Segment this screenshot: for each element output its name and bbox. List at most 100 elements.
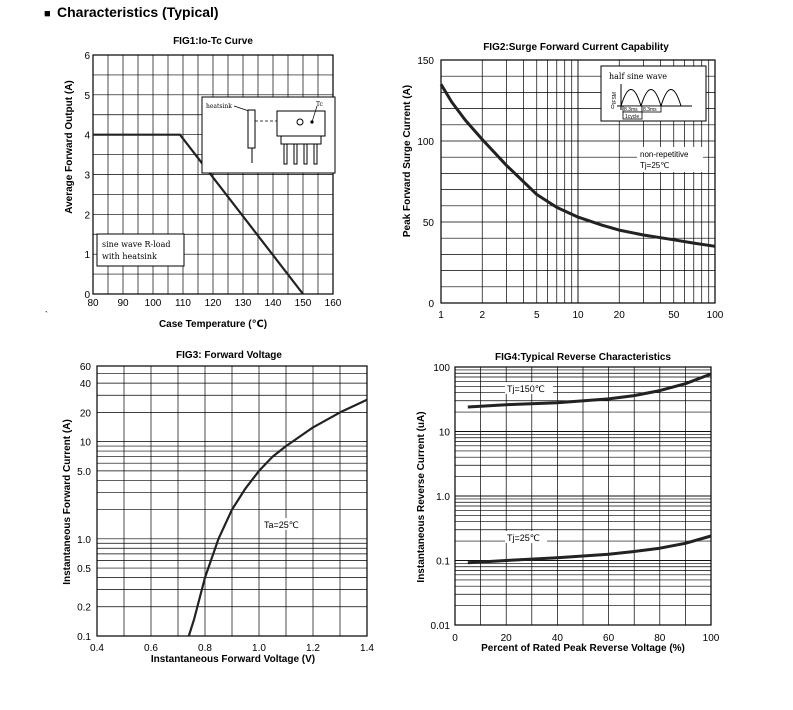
fig3-y-tick-label: 1.0 — [77, 535, 91, 546]
fig4-x-tick-label: 20 — [501, 633, 513, 644]
fig3-y-tick-label: 40 — [80, 379, 92, 390]
fig3-x-tick-label: 1.2 — [306, 643, 320, 654]
fig2-ylabel: Peak Forward Surge Current (A) — [402, 85, 413, 237]
fig1-pin-1 — [283, 143, 288, 165]
fig2-half-sine-inset: half sine wave IFSM 0 8.3ms 8.3ms 1cycle — [600, 65, 707, 122]
fig2-surge-curve — [439, 83, 716, 248]
fig4-label-25-box — [505, 531, 547, 543]
fig2-inset-period2-box — [641, 105, 662, 113]
fig2-x-tick-label: 1 — [438, 310, 444, 321]
fig2-y-tick-label: 100 — [417, 137, 434, 148]
fig3-y-tick-label: 20 — [80, 408, 92, 419]
fig1-derating-line — [93, 133, 304, 295]
fig4-series-label-150: Tj=150℃ — [507, 384, 545, 394]
fig1-y-tick-label: 0 — [84, 290, 90, 301]
fig4-x-tick-label: 0 — [452, 633, 458, 644]
fig3-plot-frame — [96, 365, 368, 637]
fig1-note-box — [96, 233, 185, 267]
fig2-inset-period2: 8.3ms — [643, 107, 657, 113]
fig1-x-tick-label: 130 — [235, 298, 252, 309]
fig3-cond-box — [262, 518, 304, 530]
fig1-x-tick-label: 100 — [145, 298, 162, 309]
fig1-x-tick-label: 140 — [265, 298, 282, 309]
fig4-series-label-25: Tj=25℃ — [507, 533, 540, 543]
fig1-series — [93, 133, 304, 295]
fig2-inset-zero: 0 — [611, 105, 615, 111]
fig1-tc-label: Tc — [316, 101, 324, 108]
fig2-x-tick-label: 100 — [707, 310, 724, 321]
fig4-y-tick-label: 10 — [439, 428, 451, 439]
fig2-x-tick-label: 50 — [668, 310, 680, 321]
fig1-plot-frame — [92, 54, 334, 295]
fig1-y-tick-label: 3 — [84, 171, 90, 182]
fig2-inset-cycle-box — [622, 111, 643, 120]
fig1-y-tick-label: 6 — [84, 51, 90, 62]
fig1-ylabel: Average Forward Output (A) — [64, 80, 75, 214]
fig2-inset-period1: 8.3ms — [624, 107, 638, 113]
stray-mark: ` — [45, 310, 48, 320]
fig2-cond-box — [637, 147, 703, 172]
page-title: Characteristics (Typical) — [57, 4, 219, 20]
fig3-y-tick-label: 10 — [80, 438, 92, 449]
fig2-tick-labels: 1 2 5 10 20 50 100 0 50 100 150 — [417, 56, 723, 321]
fig1-pin-2 — [293, 143, 298, 165]
fig2-inset-label: half sine wave — [609, 72, 667, 81]
fig4-series — [467, 372, 712, 565]
fig2-cond-line1: non-repetitive — [640, 150, 689, 159]
heading-bullet: ■ — [44, 8, 51, 20]
fig4-y-tick-label: 1.0 — [436, 492, 450, 503]
fig4-y-tick-label: 0.01 — [431, 621, 451, 632]
fig1-title: FIG1:Io-Tc Curve — [173, 36, 253, 47]
fig2-plot-frame — [440, 59, 716, 304]
fig4-y-tick-label: 100 — [433, 363, 450, 374]
fig4-x-tick-label: 80 — [654, 633, 666, 644]
fig4-tick-labels: 0 20 40 60 80 100 0.01 0.1 1.0 10 100 — [431, 363, 720, 644]
fig2-half-sine-wave — [620, 89, 682, 108]
fig1-heatsink-plate — [247, 109, 256, 149]
fig4-title: FIG4:Typical Reverse Characteristics — [495, 352, 671, 363]
fig2-chart: FIG2:Surge Forward Current Capability Pe… — [402, 42, 724, 321]
fig4-chart: FIG4:Typical Reverse Characteristics Per… — [416, 352, 720, 654]
fig1-x-tick-label: 90 — [117, 298, 129, 309]
fig2-x-tick-label: 5 — [534, 310, 540, 321]
fig4-curve-tj25 — [467, 534, 712, 565]
fig3-y-tick-label: 5.0 — [77, 467, 91, 478]
fig1-mount-hole-icon — [296, 118, 304, 126]
fig3-x-tick-label: 0.8 — [198, 643, 212, 654]
fig1-package-base — [280, 135, 322, 145]
fig3-y-tick-label: 0.2 — [77, 603, 91, 614]
fig1-tc-leader — [311, 105, 318, 123]
fig4-plot-frame — [454, 366, 712, 626]
fig1-y-tick-label: 4 — [84, 131, 90, 142]
fig2-series — [439, 83, 716, 248]
fig1-note-line1: sine wave R-load — [102, 240, 171, 249]
fig4-grid — [454, 366, 712, 626]
fig2-title: FIG2:Surge Forward Current Capability — [483, 42, 669, 53]
fig3-x-tick-label: 0.4 — [90, 643, 104, 654]
fig3-y-tick-label: 0.1 — [77, 632, 91, 643]
fig4-y-tick-label: 0.1 — [436, 557, 450, 568]
fig3-forward-curve — [187, 398, 368, 637]
fig4-x-tick-label: 60 — [603, 633, 615, 644]
fig1-x-tick-label: 80 — [87, 298, 99, 309]
fig3-ylabel: Instantaneous Forward Current (A) — [62, 419, 73, 585]
fig1-y-tick-label: 2 — [84, 210, 90, 221]
fig3-cond: Ta=25℃ — [264, 520, 299, 530]
fig2-x-tick-label: 20 — [614, 310, 626, 321]
fig1-pin-4 — [313, 143, 318, 165]
fig3-xlabel: Instantaneous Forward Voltage (V) — [151, 654, 315, 665]
fig2-inset-cycle: 1cycle — [625, 114, 639, 120]
fig1-note-line2: with heatsink — [102, 252, 157, 261]
fig4-ylabel: Instantaneous Reverse Current (uA) — [416, 411, 427, 582]
fig3-y-tick-label: 0.5 — [77, 564, 91, 575]
fig1-heatsink-label: heatsink — [206, 103, 232, 110]
fig3-chart: FIG3: Forward Voltage Instantaneous Forw… — [62, 350, 374, 665]
fig3-y-tick-label: 60 — [80, 362, 92, 373]
fig3-tick-labels: 0.4 0.6 0.8 1.0 1.2 1.4 0.1 0.2 0.5 1.0 5.0 10 20 40 6… — [77, 362, 374, 654]
fig3-series — [187, 398, 368, 637]
fig2-x-tick-label: 10 — [572, 310, 584, 321]
fig2-x-tick-label: 2 — [479, 310, 485, 321]
fig3-title: FIG3: Forward Voltage — [176, 350, 282, 361]
fig2-y-tick-label: 0 — [428, 299, 434, 310]
